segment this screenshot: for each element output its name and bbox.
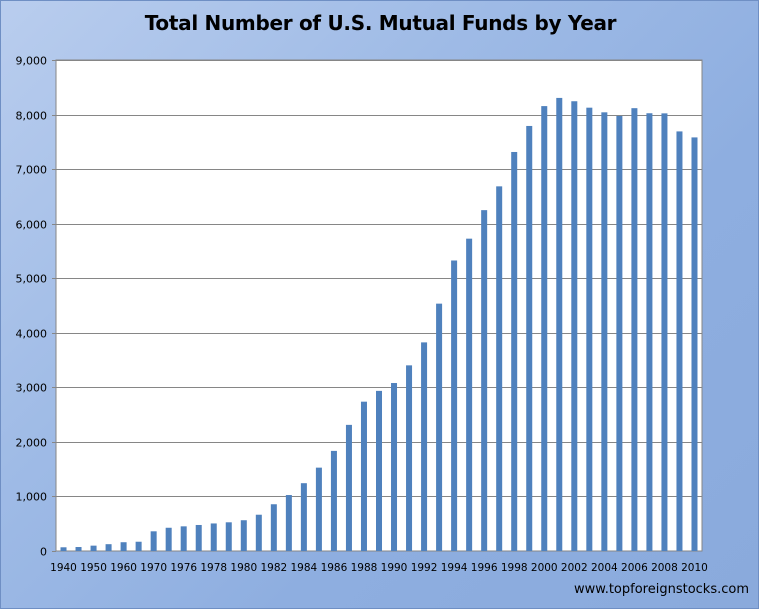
bar-1998 — [511, 151, 518, 552]
x-tick-label: 2008 — [651, 562, 678, 574]
bar-1999 — [526, 125, 533, 552]
bar-2009 — [676, 131, 683, 551]
bar-2003 — [586, 107, 593, 552]
bar-1995 — [466, 238, 473, 552]
bar-1977 — [195, 524, 202, 551]
y-tick-label: 7,000 — [16, 164, 48, 177]
bar-1990 — [391, 383, 398, 551]
bar-1979 — [225, 522, 232, 551]
bar-1980 — [240, 520, 247, 551]
bar-1975 — [165, 527, 172, 551]
x-tick-label: 1970 — [140, 562, 167, 574]
bar-1992 — [421, 342, 428, 551]
bar-1965 — [135, 541, 142, 551]
x-tick-label: 1986 — [321, 562, 348, 574]
bar-2008 — [661, 113, 668, 552]
bar-1994 — [451, 260, 458, 551]
x-tick-label: 1980 — [230, 562, 257, 574]
y-tick-label: 2,000 — [16, 437, 48, 450]
y-tick-label: 1,000 — [16, 491, 48, 504]
bar-2005 — [616, 115, 623, 552]
bar-2010 — [691, 137, 698, 551]
bar-2000 — [541, 106, 548, 551]
y-tick-label: 6,000 — [16, 219, 48, 232]
y-tick-label: 8,000 — [16, 110, 48, 123]
bar-2001 — [556, 97, 563, 552]
bar-1970 — [150, 531, 157, 551]
bar-1993 — [436, 303, 443, 551]
x-tick-label: 1960 — [110, 562, 137, 574]
bar-1996 — [481, 210, 488, 551]
x-tick-label: 2000 — [531, 562, 558, 574]
bar-1997 — [496, 186, 503, 551]
bar-1985 — [315, 467, 322, 551]
bar-2007 — [646, 113, 653, 551]
x-tick-label: 1982 — [260, 562, 287, 574]
x-tick-label: 1994 — [441, 562, 468, 574]
y-tick-label: 9,000 — [16, 55, 48, 68]
chart-title: Total Number of U.S. Mutual Funds by Yea… — [144, 11, 617, 35]
bar-1960 — [120, 542, 127, 551]
bar-1987 — [345, 424, 352, 551]
x-tick-label: 1992 — [411, 562, 438, 574]
x-tick-label: 1998 — [501, 562, 528, 574]
x-tick-label: 1978 — [200, 562, 227, 574]
bar-2006 — [631, 108, 638, 552]
bar-1981 — [255, 514, 262, 551]
x-tick-label: 1940 — [50, 562, 77, 574]
x-tick-label: 1950 — [80, 562, 107, 574]
bar-1991 — [406, 365, 413, 551]
y-tick-label: 4,000 — [16, 328, 48, 341]
bar-1945 — [75, 547, 82, 551]
bar-2004 — [601, 112, 608, 551]
y-tick-label: 3,000 — [16, 382, 48, 395]
x-tick-label: 1996 — [471, 562, 498, 574]
bar-1982 — [270, 504, 277, 551]
bar-1950 — [90, 545, 97, 551]
x-tick-label: 1988 — [351, 562, 378, 574]
bar-1989 — [376, 390, 383, 551]
y-tick-label: 5,000 — [16, 273, 48, 286]
bar-1940 — [60, 547, 67, 551]
x-tick-label: 2004 — [591, 562, 618, 574]
x-tick-label: 1984 — [291, 562, 318, 574]
x-tick-label: 1976 — [170, 562, 197, 574]
x-tick-label: 2002 — [561, 562, 588, 574]
bar-1978 — [210, 523, 217, 551]
bar-1988 — [360, 401, 367, 551]
bar-2002 — [571, 101, 578, 552]
watermark: www.topforeignstocks.com — [574, 582, 749, 597]
bar-1984 — [300, 483, 307, 551]
bar-1986 — [330, 450, 337, 551]
x-tick-label: 2006 — [621, 562, 648, 574]
bar-1955 — [105, 544, 112, 551]
bar-1976 — [180, 526, 187, 551]
x-tick-label: 2010 — [681, 562, 708, 574]
y-tick-label: 0 — [40, 546, 47, 559]
x-tick-label: 1990 — [381, 562, 408, 574]
bar-1983 — [285, 495, 292, 551]
